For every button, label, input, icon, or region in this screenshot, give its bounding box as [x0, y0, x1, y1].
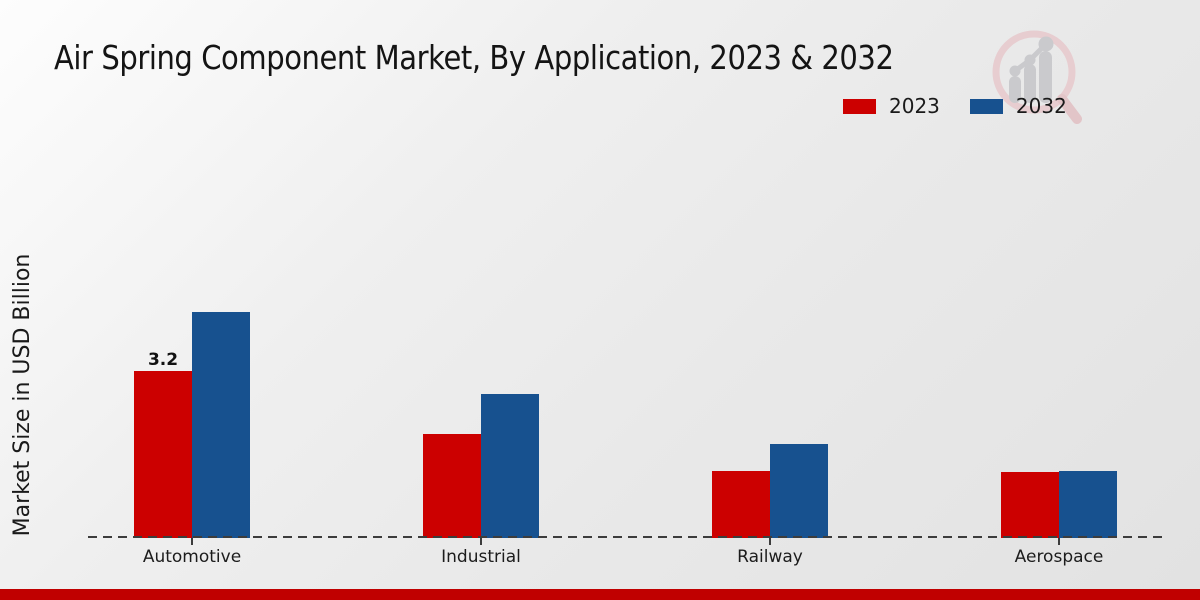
- footer-red-strip: [0, 589, 1200, 600]
- legend-swatch-2023: [843, 98, 876, 114]
- bar-automotive-2023: [134, 371, 192, 538]
- x-axis-tick: [769, 538, 771, 545]
- category-label-railway: Railway: [737, 547, 803, 567]
- value-label-automotive-2023: 3.2: [147, 350, 179, 370]
- legend-item-2032: 2032: [969, 94, 1067, 118]
- x-axis-tick: [1058, 538, 1060, 545]
- x-axis-tick: [480, 538, 482, 545]
- bar-industrial-2023: [423, 434, 481, 538]
- category-label-aerospace: Aerospace: [1014, 547, 1104, 567]
- chart-title: Air Spring Component Market, By Applicat…: [54, 38, 894, 77]
- bar-railway-2023: [712, 471, 770, 538]
- bar-aerospace-2023: [1001, 472, 1059, 538]
- legend: 2023 2032: [843, 94, 1067, 118]
- bar-railway-2032: [770, 444, 828, 538]
- legend-item-2023: 2023: [843, 94, 940, 118]
- legend-label-2023: 2023: [889, 94, 940, 118]
- x-axis-baseline: [88, 536, 1164, 538]
- legend-label-2032: 2032: [1015, 94, 1067, 118]
- category-label-industrial: Industrial: [441, 547, 521, 567]
- bar-aerospace-2032: [1059, 471, 1117, 538]
- legend-swatch-2032: [969, 98, 1003, 114]
- category-label-automotive: Automotive: [142, 547, 242, 567]
- bar-automotive-2032: [192, 312, 250, 538]
- magnifier-growth-chart-logo-icon: [992, 30, 1082, 124]
- x-axis-tick: [191, 538, 193, 545]
- bar-industrial-2032: [481, 394, 539, 538]
